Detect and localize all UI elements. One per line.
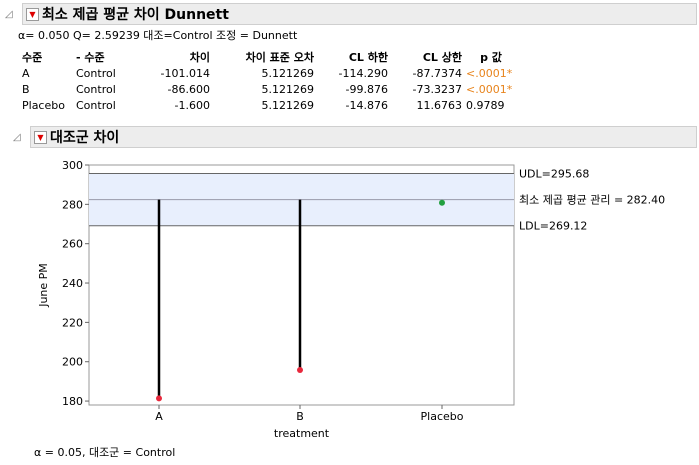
y-tick-label: 300 <box>62 159 83 172</box>
udl-line-label: UDL=295.68 <box>519 167 589 180</box>
table-cell: <.0001* <box>466 66 513 80</box>
table-cell: Control <box>76 98 116 112</box>
disclosure-icon[interactable]: ◿ <box>13 131 21 143</box>
plot-area <box>88 164 515 406</box>
table-cell: -1.600 <box>174 98 210 112</box>
x-tick-label: B <box>296 410 304 423</box>
column-header: 차이 표준 오차 <box>245 51 314 64</box>
table-cell: -14.876 <box>345 98 388 112</box>
table-cell: 5.121269 <box>261 82 315 96</box>
x-tick-label: Placebo <box>421 410 464 423</box>
y-tick-label: 280 <box>62 198 83 211</box>
y-tick-label: 260 <box>62 238 83 251</box>
table-cell: 0.9789 <box>466 98 505 112</box>
table-cell: 5.121269 <box>261 98 315 112</box>
column-header: 차이 <box>189 51 210 64</box>
red-triangle-menu-icon[interactable]: ▼ <box>34 130 47 144</box>
column-header: CL 상한 <box>422 51 462 64</box>
table-row: B Control -86.600 5.121269 -99.876 -73.3237 <.… <box>20 81 518 97</box>
table-cell: -101.014 <box>160 66 210 80</box>
column-header: 수준 <box>22 51 43 64</box>
red-triangle-menu-icon[interactable]: ▼ <box>26 7 39 21</box>
table-cell: A <box>22 66 30 80</box>
disclosure-icon[interactable]: ◿ <box>5 8 13 20</box>
y-tick-label: 180 <box>62 395 83 408</box>
table-cell: 5.121269 <box>261 66 315 80</box>
section-header-control-diff[interactable]: ◿ ▼ 대조군 차이 <box>13 126 697 148</box>
table-row: A Control -101.014 5.121269 -114.290 -87.7374… <box>20 65 518 81</box>
y-tick-label: 200 <box>62 356 83 369</box>
y-tick-label: 240 <box>62 277 83 290</box>
center-line-label: 최소 제곱 평균 관리 = 282.40 <box>519 194 665 207</box>
decision-band <box>89 173 514 226</box>
table-cell: Placebo <box>22 98 65 112</box>
section-title: 최소 제곱 평균 차이 Dunnett <box>42 7 229 23</box>
section-header-dunnett[interactable]: ◿ ▼ 최소 제곱 평균 차이 Dunnett <box>5 3 697 25</box>
point-A <box>156 395 162 402</box>
point-Placebo <box>439 199 445 206</box>
footnote: α = 0.05, 대조군 = Control <box>34 446 175 459</box>
table-cell: Control <box>76 66 116 80</box>
y-axis-label: June PM <box>37 263 50 308</box>
table-cell: <.0001* <box>466 82 513 96</box>
table-cell: 11.6763 <box>416 98 463 112</box>
table-cell: -87.7374 <box>412 66 462 80</box>
x-tick-label: A <box>155 410 163 423</box>
table-row: Placebo Control -1.600 5.121269 -14.876 11.67… <box>20 97 518 113</box>
table-cell: B <box>22 82 30 96</box>
column-header: CL 하한 <box>348 51 388 64</box>
table-cell: -86.600 <box>167 82 210 96</box>
table-cell: -73.3237 <box>412 82 462 96</box>
point-B <box>297 366 303 373</box>
column-header: - 수준 <box>76 51 105 64</box>
y-tick-label: 220 <box>62 316 83 329</box>
column-header: p 값 <box>480 51 502 64</box>
subtitle: α= 0.050 Q= 2.59239 대조=Control 조정 = Dunn… <box>18 29 298 42</box>
table-cell: -99.876 <box>345 82 388 96</box>
ldl-line-label: LDL=269.12 <box>519 220 587 233</box>
table-cell: Control <box>76 82 116 96</box>
table-cell: -114.290 <box>338 66 388 80</box>
x-axis-label: treatment <box>274 427 330 440</box>
dunnett-table: 수준 - 수준 차이 차이 표준 오차 CL 하한 CL 상한 p 값 A Control -1… <box>20 49 518 113</box>
section-title: 대조군 차이 <box>50 130 120 146</box>
